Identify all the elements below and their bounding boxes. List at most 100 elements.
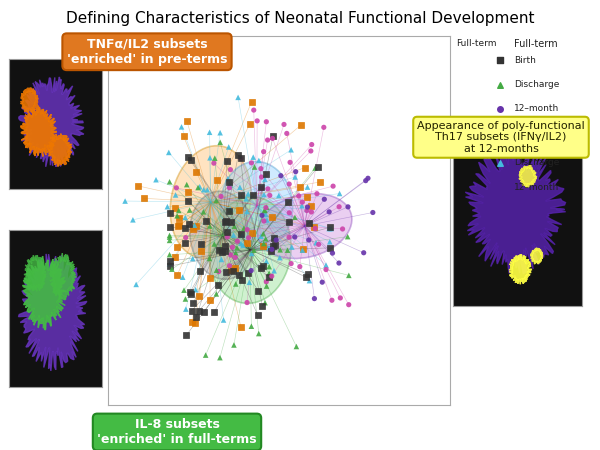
Point bbox=[496, 135, 505, 142]
Point bbox=[284, 234, 294, 241]
Point bbox=[271, 236, 281, 243]
Point bbox=[256, 165, 266, 172]
Polygon shape bbox=[465, 143, 566, 274]
Point bbox=[287, 243, 296, 251]
Point bbox=[296, 122, 305, 129]
Point bbox=[221, 218, 230, 225]
Point bbox=[229, 342, 239, 349]
Point bbox=[185, 288, 195, 296]
Point bbox=[242, 208, 252, 215]
Point bbox=[304, 236, 314, 243]
Point bbox=[307, 141, 317, 148]
Point bbox=[165, 260, 175, 267]
Point bbox=[259, 191, 269, 198]
Point bbox=[247, 250, 256, 257]
Point bbox=[249, 247, 259, 254]
Point bbox=[209, 160, 218, 167]
Point bbox=[261, 204, 271, 211]
Point bbox=[325, 224, 335, 231]
Point bbox=[259, 230, 268, 237]
Point bbox=[275, 254, 284, 261]
Point bbox=[335, 190, 344, 197]
Point bbox=[256, 183, 265, 190]
Point bbox=[363, 175, 373, 182]
Point bbox=[151, 176, 161, 183]
Point bbox=[267, 246, 277, 253]
Point bbox=[231, 249, 241, 256]
Point bbox=[186, 291, 196, 298]
Point bbox=[310, 225, 320, 232]
Point bbox=[298, 247, 307, 254]
Point bbox=[184, 154, 193, 161]
Point bbox=[181, 295, 190, 302]
Text: Discharge: Discharge bbox=[514, 158, 559, 167]
Point bbox=[268, 135, 277, 142]
Polygon shape bbox=[21, 106, 57, 157]
Point bbox=[325, 244, 335, 252]
Point bbox=[290, 234, 299, 241]
Point bbox=[496, 81, 505, 88]
Point bbox=[215, 139, 225, 146]
Point bbox=[212, 266, 221, 274]
Point bbox=[229, 231, 238, 239]
Point bbox=[343, 203, 353, 211]
Text: Full-term: Full-term bbox=[514, 39, 557, 49]
Point bbox=[170, 253, 180, 261]
Point bbox=[174, 207, 184, 214]
Text: Defining Characteristics of Neonatal Functional Development: Defining Characteristics of Neonatal Fun… bbox=[66, 11, 534, 26]
Point bbox=[292, 343, 301, 350]
Point bbox=[344, 272, 353, 279]
Ellipse shape bbox=[221, 162, 293, 250]
Point bbox=[203, 186, 212, 194]
Ellipse shape bbox=[170, 146, 251, 258]
Point bbox=[205, 255, 214, 262]
Point bbox=[236, 191, 246, 198]
Point bbox=[262, 203, 271, 211]
Point bbox=[195, 183, 205, 190]
Point bbox=[262, 278, 271, 285]
Point bbox=[180, 239, 190, 246]
Point bbox=[312, 190, 322, 197]
Text: 12–month: 12–month bbox=[514, 104, 559, 113]
Point bbox=[236, 230, 246, 238]
Text: TNFα/IL2 subsets
'enriched' in pre-terms: TNFα/IL2 subsets 'enriched' in pre-terms bbox=[67, 38, 227, 66]
Point bbox=[250, 163, 259, 171]
Point bbox=[174, 214, 184, 221]
Point bbox=[283, 198, 293, 205]
Point bbox=[171, 191, 181, 198]
Point bbox=[194, 307, 203, 315]
Point bbox=[325, 225, 334, 232]
Point bbox=[302, 203, 312, 211]
Point bbox=[310, 165, 320, 172]
Point bbox=[220, 243, 230, 250]
Point bbox=[263, 136, 272, 144]
Point bbox=[190, 221, 199, 229]
Point bbox=[368, 209, 377, 216]
Point bbox=[284, 219, 294, 226]
Point bbox=[215, 245, 225, 252]
Point bbox=[226, 252, 236, 259]
Point bbox=[187, 319, 197, 326]
Point bbox=[300, 164, 310, 171]
Point bbox=[238, 232, 247, 239]
Point bbox=[244, 190, 253, 198]
Point bbox=[139, 195, 148, 202]
Point bbox=[182, 181, 191, 188]
Point bbox=[196, 241, 206, 248]
Point bbox=[248, 191, 258, 198]
Point bbox=[217, 248, 227, 256]
Point bbox=[265, 192, 275, 199]
Point bbox=[271, 242, 280, 249]
Point bbox=[254, 330, 263, 337]
Point bbox=[217, 256, 226, 263]
Point bbox=[225, 181, 235, 189]
Point bbox=[282, 130, 292, 137]
Point bbox=[276, 172, 286, 179]
Point bbox=[224, 207, 233, 214]
Polygon shape bbox=[509, 255, 532, 284]
Point bbox=[188, 255, 197, 262]
Point bbox=[191, 313, 201, 320]
Point bbox=[185, 207, 194, 214]
Point bbox=[229, 268, 238, 275]
Point bbox=[199, 186, 208, 193]
